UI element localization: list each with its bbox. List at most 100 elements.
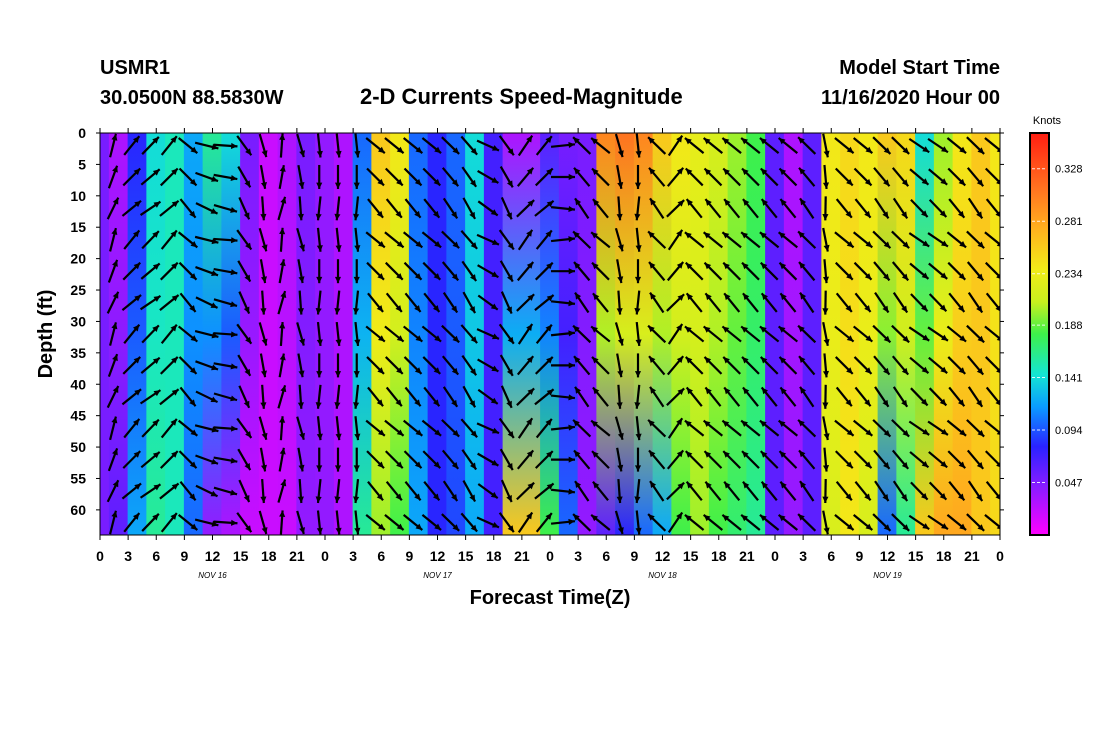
current-arrow <box>106 385 120 409</box>
current-arrow <box>194 518 219 527</box>
current-arrow <box>334 353 342 378</box>
x-tick-label: 12 <box>655 548 671 564</box>
current-arrow <box>551 173 575 181</box>
current-arrow <box>616 478 623 504</box>
current-arrow <box>297 478 304 504</box>
current-arrow <box>634 259 642 284</box>
heatmap-column <box>108 133 129 535</box>
heatmap-column <box>202 133 223 535</box>
current-arrow <box>402 419 424 437</box>
current-arrow <box>236 135 253 156</box>
current-arrow <box>928 168 948 186</box>
model-start-label: Model Start Time <box>839 57 1000 79</box>
current-arrow <box>666 261 685 282</box>
current-arrow <box>236 417 253 439</box>
current-arrow <box>476 233 500 246</box>
x-tick-label: 0 <box>321 548 329 564</box>
current-arrow <box>365 419 386 437</box>
current-arrow <box>279 321 286 347</box>
current-arrow <box>797 419 817 438</box>
current-arrow <box>779 386 797 407</box>
current-arrow <box>122 261 142 281</box>
heatmap-column <box>483 133 504 535</box>
current-arrow <box>499 354 514 377</box>
current-arrow <box>634 478 641 504</box>
current-arrow <box>258 227 268 252</box>
current-arrow <box>616 447 624 472</box>
current-arrow <box>649 197 665 219</box>
current-arrow <box>853 261 873 281</box>
current-arrow <box>822 227 830 252</box>
y-tick-label: 30 <box>70 313 86 329</box>
current-arrow <box>874 480 890 502</box>
heatmap-column <box>802 133 823 535</box>
current-arrow <box>649 292 665 314</box>
current-arrow <box>797 136 817 155</box>
heatmap-column <box>296 133 317 535</box>
current-arrow <box>684 356 704 375</box>
current-arrow <box>927 420 949 436</box>
current-arrow <box>551 456 575 463</box>
current-arrow <box>195 360 219 371</box>
current-arrow <box>984 419 1000 435</box>
current-arrow <box>213 298 238 308</box>
x-tick-label: 9 <box>630 548 638 564</box>
current-arrow <box>666 167 685 187</box>
x-tick-label: 18 <box>261 548 277 564</box>
current-arrow <box>872 324 892 344</box>
current-arrow <box>703 167 723 187</box>
current-arrow <box>927 514 949 531</box>
current-arrow <box>616 290 623 315</box>
current-arrow <box>892 197 909 219</box>
current-arrow <box>634 353 642 378</box>
current-arrow <box>572 230 592 249</box>
current-arrow <box>296 510 305 535</box>
y-tick-label: 10 <box>70 188 86 204</box>
current-arrow <box>534 294 555 312</box>
x-tick-label: 18 <box>486 548 502 564</box>
current-arrow <box>441 419 460 438</box>
current-arrow <box>160 418 178 439</box>
current-arrow <box>834 231 855 249</box>
current-arrow <box>260 478 267 504</box>
current-arrow <box>798 449 816 470</box>
current-arrow <box>667 134 684 157</box>
current-arrow <box>909 356 930 374</box>
current-arrow <box>590 231 611 249</box>
current-arrow <box>822 510 830 535</box>
current-arrow <box>316 259 323 284</box>
current-arrow <box>238 196 251 220</box>
colorbar-tick-label: 0.094 <box>1055 425 1083 437</box>
heatmap-column <box>540 133 560 535</box>
current-arrow <box>461 260 478 282</box>
current-arrow <box>908 326 930 342</box>
current-arrow <box>550 424 576 431</box>
current-arrow <box>178 261 198 281</box>
current-arrow <box>534 388 555 406</box>
current-arrow <box>873 355 891 376</box>
current-arrow <box>384 231 405 249</box>
current-arrow <box>684 419 705 437</box>
current-arrow <box>385 198 403 219</box>
current-arrow <box>872 230 892 249</box>
current-arrow <box>550 488 576 495</box>
current-arrow <box>891 136 910 155</box>
current-arrow <box>704 292 722 313</box>
current-arrow <box>742 481 759 502</box>
current-arrow <box>702 137 724 154</box>
x-tick-label: 15 <box>233 548 249 564</box>
current-arrow <box>421 325 442 343</box>
current-arrow <box>985 386 1000 406</box>
current-arrow <box>384 419 405 437</box>
current-arrow <box>572 136 592 155</box>
current-arrow <box>460 512 478 533</box>
current-arrow <box>910 481 929 501</box>
current-arrow <box>517 511 534 534</box>
current-arrow <box>616 196 623 221</box>
current-arrow <box>385 292 403 313</box>
current-arrow <box>365 137 386 154</box>
current-arrow <box>353 447 360 472</box>
current-arrow <box>366 167 385 187</box>
current-arrow <box>477 388 499 405</box>
current-arrow <box>702 514 724 531</box>
